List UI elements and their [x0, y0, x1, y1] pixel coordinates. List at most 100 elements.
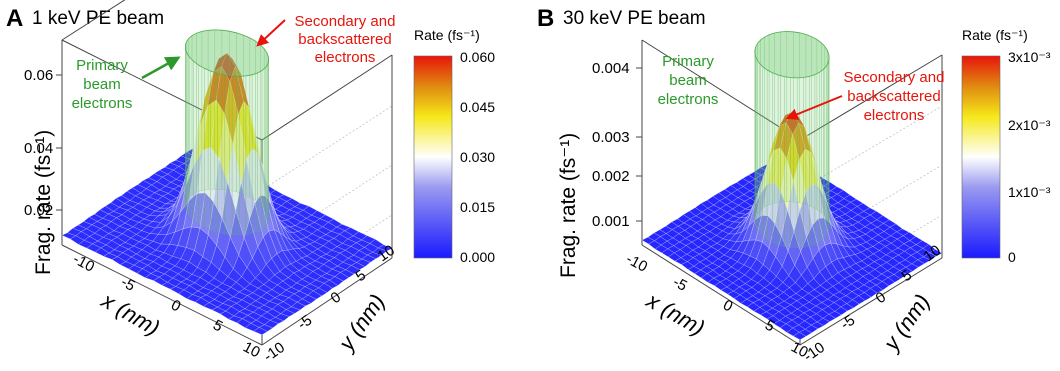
- panel-b-cb-tick: 1x10⁻³: [1008, 184, 1051, 200]
- panel-b-cb-tick: 3x10⁻³: [1008, 49, 1051, 65]
- panel-a-ytick-label: -5: [295, 312, 316, 334]
- primary-beam-wall: [251, 72, 258, 235]
- surface-cell: [793, 332, 807, 341]
- panel-b-ztick-label: 0.004: [592, 60, 630, 77]
- panel-b-ann-red-line: Secondary and: [844, 69, 945, 86]
- primary-beam-wall: [224, 74, 233, 236]
- panel-a-ztick-label: 0.04: [24, 140, 53, 157]
- panel-b-z-ticks: 0.004 0.003 0.002 0.001: [592, 60, 642, 230]
- panel-b-ztick-label: 0.003: [592, 129, 630, 146]
- panel-b-colorbar-title: Rate (fs⁻¹): [962, 27, 1028, 43]
- panel-a-cb-tick: 0.030: [460, 149, 495, 165]
- primary-beam-wall: [231, 75, 240, 236]
- primary-beam-wall: [790, 77, 798, 249]
- panel-b-x-ticks: -10 -5 0 5 10: [623, 251, 811, 362]
- panel-a-ann-red-line: electrons: [315, 49, 376, 66]
- panel-a-zlabel: Frag. rate (fs⁻¹): [32, 130, 55, 275]
- panel-b: B 30 keV PE beam 0.004 0.003 0.002: [537, 5, 1051, 365]
- primary-beam-wall: [784, 76, 791, 248]
- panel-b-xtick-label: 10: [788, 339, 811, 362]
- primary-beam-wall: [257, 70, 263, 233]
- panel-b-ztick-label: 0.002: [592, 168, 630, 185]
- panel-b-colorbar: Rate (fs⁻¹) 3x10⁻³ 2x10⁻³ 1x10⁻³ 0: [961, 27, 1051, 265]
- panel-a-ztick-label: 0.06: [24, 67, 53, 84]
- surface-cell: [253, 327, 268, 335]
- primary-beam-wall: [777, 74, 785, 248]
- panel-a-ann-green-line: beam: [83, 76, 121, 93]
- panel-a-ann-green-line: Primary: [76, 57, 128, 74]
- primary-beam-wall: [204, 67, 211, 231]
- panel-a-ann-red-line: backscattered: [298, 31, 391, 48]
- panel-b-annotation-red: Secondary and backscattered electrons: [785, 69, 945, 124]
- primary-beam-top: [184, 29, 270, 77]
- panel-b-ann-green-line: Primary: [662, 53, 714, 70]
- primary-beam-wall: [796, 77, 804, 249]
- panel-b-ann-green-line: beam: [669, 72, 707, 89]
- primary-beam-wall: [824, 45, 828, 222]
- primary-beam-wall: [245, 74, 253, 236]
- panel-a-title: 1 keV PE beam: [32, 8, 164, 29]
- primary-beam-top: [754, 31, 830, 79]
- panel-a-colorbar-title: Rate (fs⁻¹): [414, 27, 480, 43]
- panel-a-colorbar-gradient: [413, 55, 453, 259]
- panel-a: A 1 keV PE beam 0.06: [6, 0, 495, 365]
- primary-beam-wall: [238, 75, 247, 236]
- panel-b-zlabel: Frag. rate (fs⁻¹): [557, 133, 580, 278]
- panel-a-cb-tick: 0.000: [460, 249, 495, 265]
- primary-beam-wall: [762, 66, 768, 241]
- primary-beam-wall: [186, 52, 191, 218]
- primary-beam-wall: [189, 56, 194, 222]
- primary-beam-wall: [809, 74, 816, 247]
- panel-b-ann-green-line: electrons: [658, 91, 719, 108]
- panel-a-colorbar: Rate (fs⁻¹) 0.060 0.045 0.030 0.015 0.00…: [413, 27, 495, 265]
- primary-beam-wall: [198, 64, 205, 228]
- panel-b-cb-tick: 2x10⁻³: [1008, 117, 1051, 133]
- primary-beam-wall: [263, 47, 268, 213]
- primary-beam-wall: [766, 69, 773, 244]
- primary-beam-wall: [217, 73, 226, 235]
- panel-b-letter: B: [537, 5, 554, 32]
- panel-a-annotation-red: Secondary and backscattered electrons: [256, 13, 396, 66]
- primary-beam-wall: [803, 76, 810, 248]
- panel-a-ann-green-line: electrons: [72, 95, 133, 112]
- panel-a-xtick-label: 10: [240, 339, 263, 362]
- panel-b-xtick-label: -5: [670, 274, 690, 295]
- panel-b-xtick-label: 5: [762, 317, 777, 336]
- panel-b-annotation-green: Primary beam electrons: [658, 53, 719, 108]
- panel-b-red-arrow: [785, 95, 843, 120]
- panel-a-red-arrow: [256, 19, 286, 47]
- panel-a-cb-tick: 0.045: [460, 99, 495, 115]
- panel-b-xlabel: x (nm): [642, 287, 709, 340]
- panel-a-ann-red-line: Secondary and: [295, 13, 396, 30]
- panel-a-cb-tick: 0.060: [460, 49, 495, 65]
- panel-a-xlabel: x (nm): [97, 287, 164, 340]
- panel-a-green-arrow: [141, 56, 181, 80]
- panel-b-colorbar-gradient: [961, 55, 1001, 259]
- panel-a-surface: [61, 29, 393, 335]
- panel-a-ytick-label: 10: [375, 242, 398, 265]
- panel-b-xtick-label: -10: [623, 251, 650, 276]
- panel-b-title: 30 keV PE beam: [563, 8, 706, 29]
- panel-a-annotation-green: Primary beam electrons: [72, 56, 181, 112]
- primary-beam-wall: [756, 58, 760, 234]
- primary-beam-wall: [772, 72, 779, 246]
- panel-a-letter: A: [6, 5, 23, 32]
- panel-a-cb-tick: 0.015: [460, 199, 495, 215]
- primary-beam-wall: [814, 71, 820, 246]
- panel-b-xtick-label: 0: [720, 297, 735, 316]
- panel-a-xtick-label: -5: [118, 274, 138, 295]
- panel-b-cb-tick: 0: [1008, 249, 1016, 265]
- primary-beam-wall: [758, 62, 763, 238]
- panel-a-z-ticks: 0.06 0.04 0.02: [24, 67, 62, 219]
- panel-b-ztick-label: 0.001: [592, 213, 630, 230]
- panel-a-xtick-label: -10: [70, 251, 97, 276]
- primary-beam-wall: [210, 70, 218, 234]
- panel-b-ytick-label: 10: [921, 242, 944, 265]
- panel-b-back-grid: [799, 105, 943, 301]
- panel-b-surface: [641, 31, 943, 341]
- panel-a-ztick-label: 0.02: [24, 202, 53, 219]
- panel-b-ann-red-line: backscattered: [847, 88, 940, 105]
- panel-b-ann-red-line: electrons: [864, 107, 925, 124]
